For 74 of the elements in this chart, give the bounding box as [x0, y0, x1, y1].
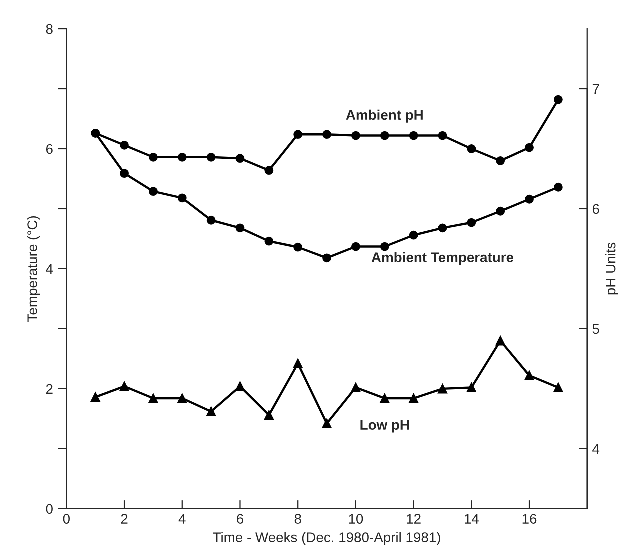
point	[148, 394, 158, 404]
point	[380, 242, 390, 252]
x-tick-label: 2	[121, 514, 128, 524]
point	[206, 152, 216, 162]
point	[120, 169, 129, 178]
x-tick-label: 0	[63, 514, 70, 524]
point	[409, 230, 418, 240]
point	[380, 394, 390, 404]
point	[554, 95, 563, 104]
y-tick-label: 6	[46, 144, 53, 154]
point	[524, 370, 534, 381]
y-axis-title: Temperature (°C)	[27, 216, 40, 322]
x-tick-label: 16	[522, 514, 537, 524]
series-label: Ambient Temperature	[372, 252, 514, 266]
point	[178, 394, 188, 404]
point	[235, 382, 246, 392]
point	[496, 336, 506, 346]
point	[438, 224, 448, 233]
point	[525, 194, 534, 204]
point	[351, 382, 361, 393]
point	[554, 382, 564, 393]
point	[236, 224, 245, 233]
point	[322, 130, 332, 140]
x-tick-label: 6	[237, 514, 244, 524]
x-tick-label: 10	[349, 514, 364, 524]
x-axis-title: Time - Weeks (Dec. 1980-April 1981)	[213, 532, 440, 546]
point	[438, 131, 448, 140]
point	[380, 131, 390, 140]
point	[120, 140, 129, 150]
point	[293, 358, 303, 369]
point	[294, 242, 303, 252]
point	[525, 143, 534, 152]
point	[322, 418, 332, 429]
series-label: Ambient pH	[346, 110, 423, 123]
point	[294, 130, 303, 140]
point	[206, 216, 216, 225]
y-tick-label: 4	[46, 264, 54, 274]
point	[236, 154, 245, 164]
point	[149, 187, 158, 196]
point	[554, 182, 563, 192]
point	[352, 131, 360, 140]
x-tick-label: 4	[178, 514, 186, 524]
point	[206, 406, 216, 417]
point	[264, 166, 274, 176]
point	[466, 382, 476, 393]
point	[91, 128, 100, 138]
point	[438, 384, 448, 394]
point	[149, 152, 158, 162]
point	[352, 242, 360, 252]
y-tick-label: 0	[46, 504, 53, 514]
point	[467, 218, 476, 228]
series-label: Low pH	[360, 420, 410, 433]
y2-axis-title: pH Units	[606, 242, 618, 295]
point	[90, 392, 100, 402]
point	[264, 236, 274, 246]
y2-tick-label: 7	[592, 84, 600, 94]
point	[322, 254, 332, 263]
y-tick-label: 2	[46, 384, 53, 394]
point	[178, 194, 187, 203]
y2-tick-label: 6	[592, 204, 600, 214]
x-tick-label: 12	[407, 514, 421, 524]
point	[467, 144, 476, 154]
x-tick-label: 14	[465, 514, 479, 524]
y-tick-label: 8	[46, 24, 53, 34]
x-tick-label: 8	[294, 514, 302, 524]
point	[496, 156, 506, 166]
y2-tick-label: 5	[592, 324, 600, 334]
point	[264, 410, 274, 420]
point	[409, 131, 418, 140]
point	[178, 152, 187, 162]
point	[496, 206, 506, 216]
point	[409, 394, 419, 404]
point	[120, 382, 130, 392]
y2-tick-label: 4	[592, 444, 600, 454]
